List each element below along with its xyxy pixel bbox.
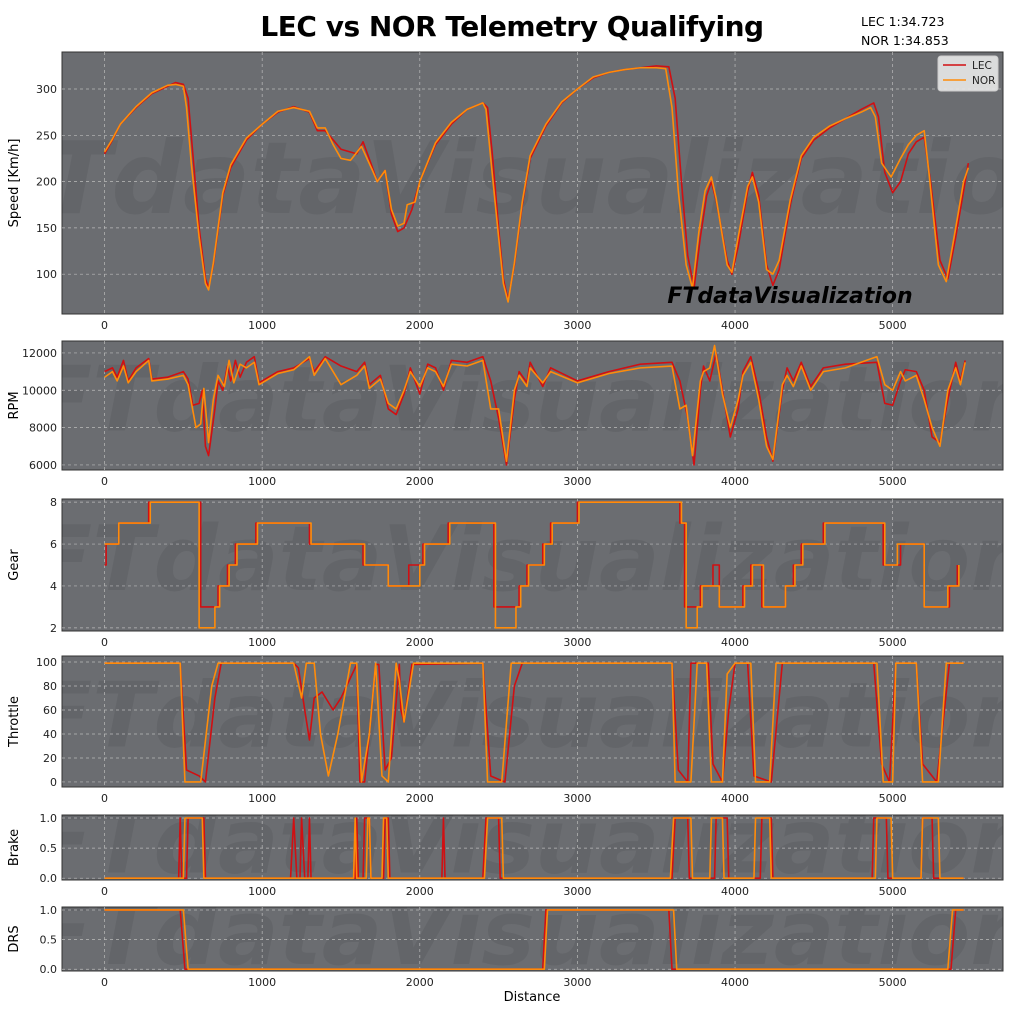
y-tick-label: 4 xyxy=(50,580,57,593)
series-nor-line xyxy=(104,344,966,463)
x-tick-label: 2000 xyxy=(406,885,434,898)
chart-title: LEC vs NOR Telemetry Qualifying xyxy=(260,10,764,43)
x-tick-label: 3000 xyxy=(563,885,591,898)
series-lec-line xyxy=(104,352,966,466)
x-tick-label: 5000 xyxy=(879,475,907,488)
x-tick-label: 3000 xyxy=(563,792,591,805)
panel-rpm: FTdataVisualization 0 1000 2000 3000 4000 5000… xyxy=(7,340,1024,488)
x-tick-label: 5000 xyxy=(879,636,907,649)
y-tick-label: 300 xyxy=(36,83,57,96)
series-nor-line xyxy=(104,662,964,783)
legend-label-lec: LEC xyxy=(972,60,992,72)
x-tick-label: 2000 xyxy=(406,319,434,332)
x-axis-label: Distance xyxy=(504,990,561,1005)
y-tick-label: 0.5 xyxy=(40,842,58,855)
plot-area xyxy=(61,51,1004,315)
series-nor-line xyxy=(104,909,964,971)
x-tick-label: 5000 xyxy=(879,885,907,898)
series-nor-line xyxy=(103,66,970,303)
y-axis-label: RPM xyxy=(7,391,22,419)
y-tick-label: 0.5 xyxy=(40,934,58,947)
x-tick-label: 4000 xyxy=(721,475,749,488)
y-tick-label: 6000 xyxy=(29,459,57,472)
y-axis-label: DRS xyxy=(7,925,22,952)
x-tick-label: 3000 xyxy=(563,976,591,989)
y-tick-label: 200 xyxy=(36,176,57,189)
y-axis-label: Speed [Km/h] xyxy=(7,139,22,228)
y-tick-label: 0.0 xyxy=(40,872,58,885)
x-tick-label: 0 xyxy=(101,636,108,649)
x-tick-label: 4000 xyxy=(721,885,749,898)
y-tick-label: 1.0 xyxy=(40,812,58,825)
x-tick-label: 2000 xyxy=(406,976,434,989)
x-tick-label: 4000 xyxy=(721,792,749,805)
x-tick-label: 4000 xyxy=(721,636,749,649)
x-tick-label: 4000 xyxy=(721,319,749,332)
x-tick-label: 1000 xyxy=(248,885,276,898)
x-tick-label: 5000 xyxy=(879,319,907,332)
x-tick-label: 0 xyxy=(101,319,108,332)
x-tick-label: 3000 xyxy=(563,475,591,488)
x-tick-label: 2000 xyxy=(406,636,434,649)
y-tick-label: 10000 xyxy=(22,384,57,397)
x-tick-label: 5000 xyxy=(879,792,907,805)
x-tick-label: 3000 xyxy=(563,319,591,332)
y-tick-label: 0.0 xyxy=(40,963,58,976)
y-tick-label: 6 xyxy=(50,538,57,551)
watermark: FTdataVisualization xyxy=(31,664,1024,769)
y-tick-label: 0 xyxy=(50,776,57,789)
nor-lap-time: NOR 1:34.853 xyxy=(861,33,949,48)
x-tick-label: 5000 xyxy=(879,976,907,989)
y-tick-label: 80 xyxy=(43,680,57,693)
x-tick-label: 1000 xyxy=(248,976,276,989)
watermark: FTdataVisualization xyxy=(31,790,1024,895)
x-tick-label: 0 xyxy=(101,976,108,989)
series-nor-line xyxy=(104,817,964,879)
watermark: FTdataVisualization xyxy=(31,348,1024,453)
y-tick-label: 8 xyxy=(50,496,57,509)
x-tick-label: 1000 xyxy=(248,636,276,649)
y-tick-label: 250 xyxy=(36,129,57,142)
brand-watermark: FTdataVisualization xyxy=(667,284,912,309)
x-tick-label: 1000 xyxy=(248,792,276,805)
y-axis-label: Throttle xyxy=(7,696,22,748)
y-tick-label: 100 xyxy=(36,268,57,281)
y-tick-label: 2 xyxy=(50,622,57,635)
y-tick-label: 40 xyxy=(43,728,57,741)
panel-speed: FTdataVisualization 0 1000 2000 3000 4000 5000… xyxy=(0,51,1024,332)
y-tick-label: 20 xyxy=(43,752,57,765)
plot-area xyxy=(61,906,1004,972)
x-tick-label: 1000 xyxy=(248,319,276,332)
y-tick-label: 8000 xyxy=(29,422,57,435)
watermark: FTdataVisualization xyxy=(0,120,1024,237)
series-nor-line xyxy=(104,501,960,629)
y-tick-label: 60 xyxy=(43,704,57,717)
x-tick-label: 3000 xyxy=(563,636,591,649)
x-tick-label: 1000 xyxy=(248,475,276,488)
y-tick-label: 1.0 xyxy=(40,904,58,917)
plot-area xyxy=(61,340,1004,471)
legend: LEC NOR xyxy=(937,55,999,92)
x-tick-label: 0 xyxy=(101,885,108,898)
watermark: FTdataVisualization xyxy=(31,881,1024,986)
y-axis-label: Brake xyxy=(7,829,22,866)
x-tick-label: 2000 xyxy=(406,475,434,488)
legend-label-nor: NOR xyxy=(972,75,995,87)
x-tick-label: 2000 xyxy=(406,792,434,805)
x-tick-label: 0 xyxy=(101,475,108,488)
x-tick-label: 4000 xyxy=(721,976,749,989)
plot-area xyxy=(61,814,1004,881)
y-tick-label: 100 xyxy=(36,656,57,669)
x-tick-label: 0 xyxy=(101,792,108,805)
y-tick-label: 150 xyxy=(36,222,57,235)
y-tick-label: 12000 xyxy=(22,347,57,360)
lec-lap-time: LEC 1:34.723 xyxy=(861,14,945,29)
y-axis-label: Gear xyxy=(7,549,22,581)
